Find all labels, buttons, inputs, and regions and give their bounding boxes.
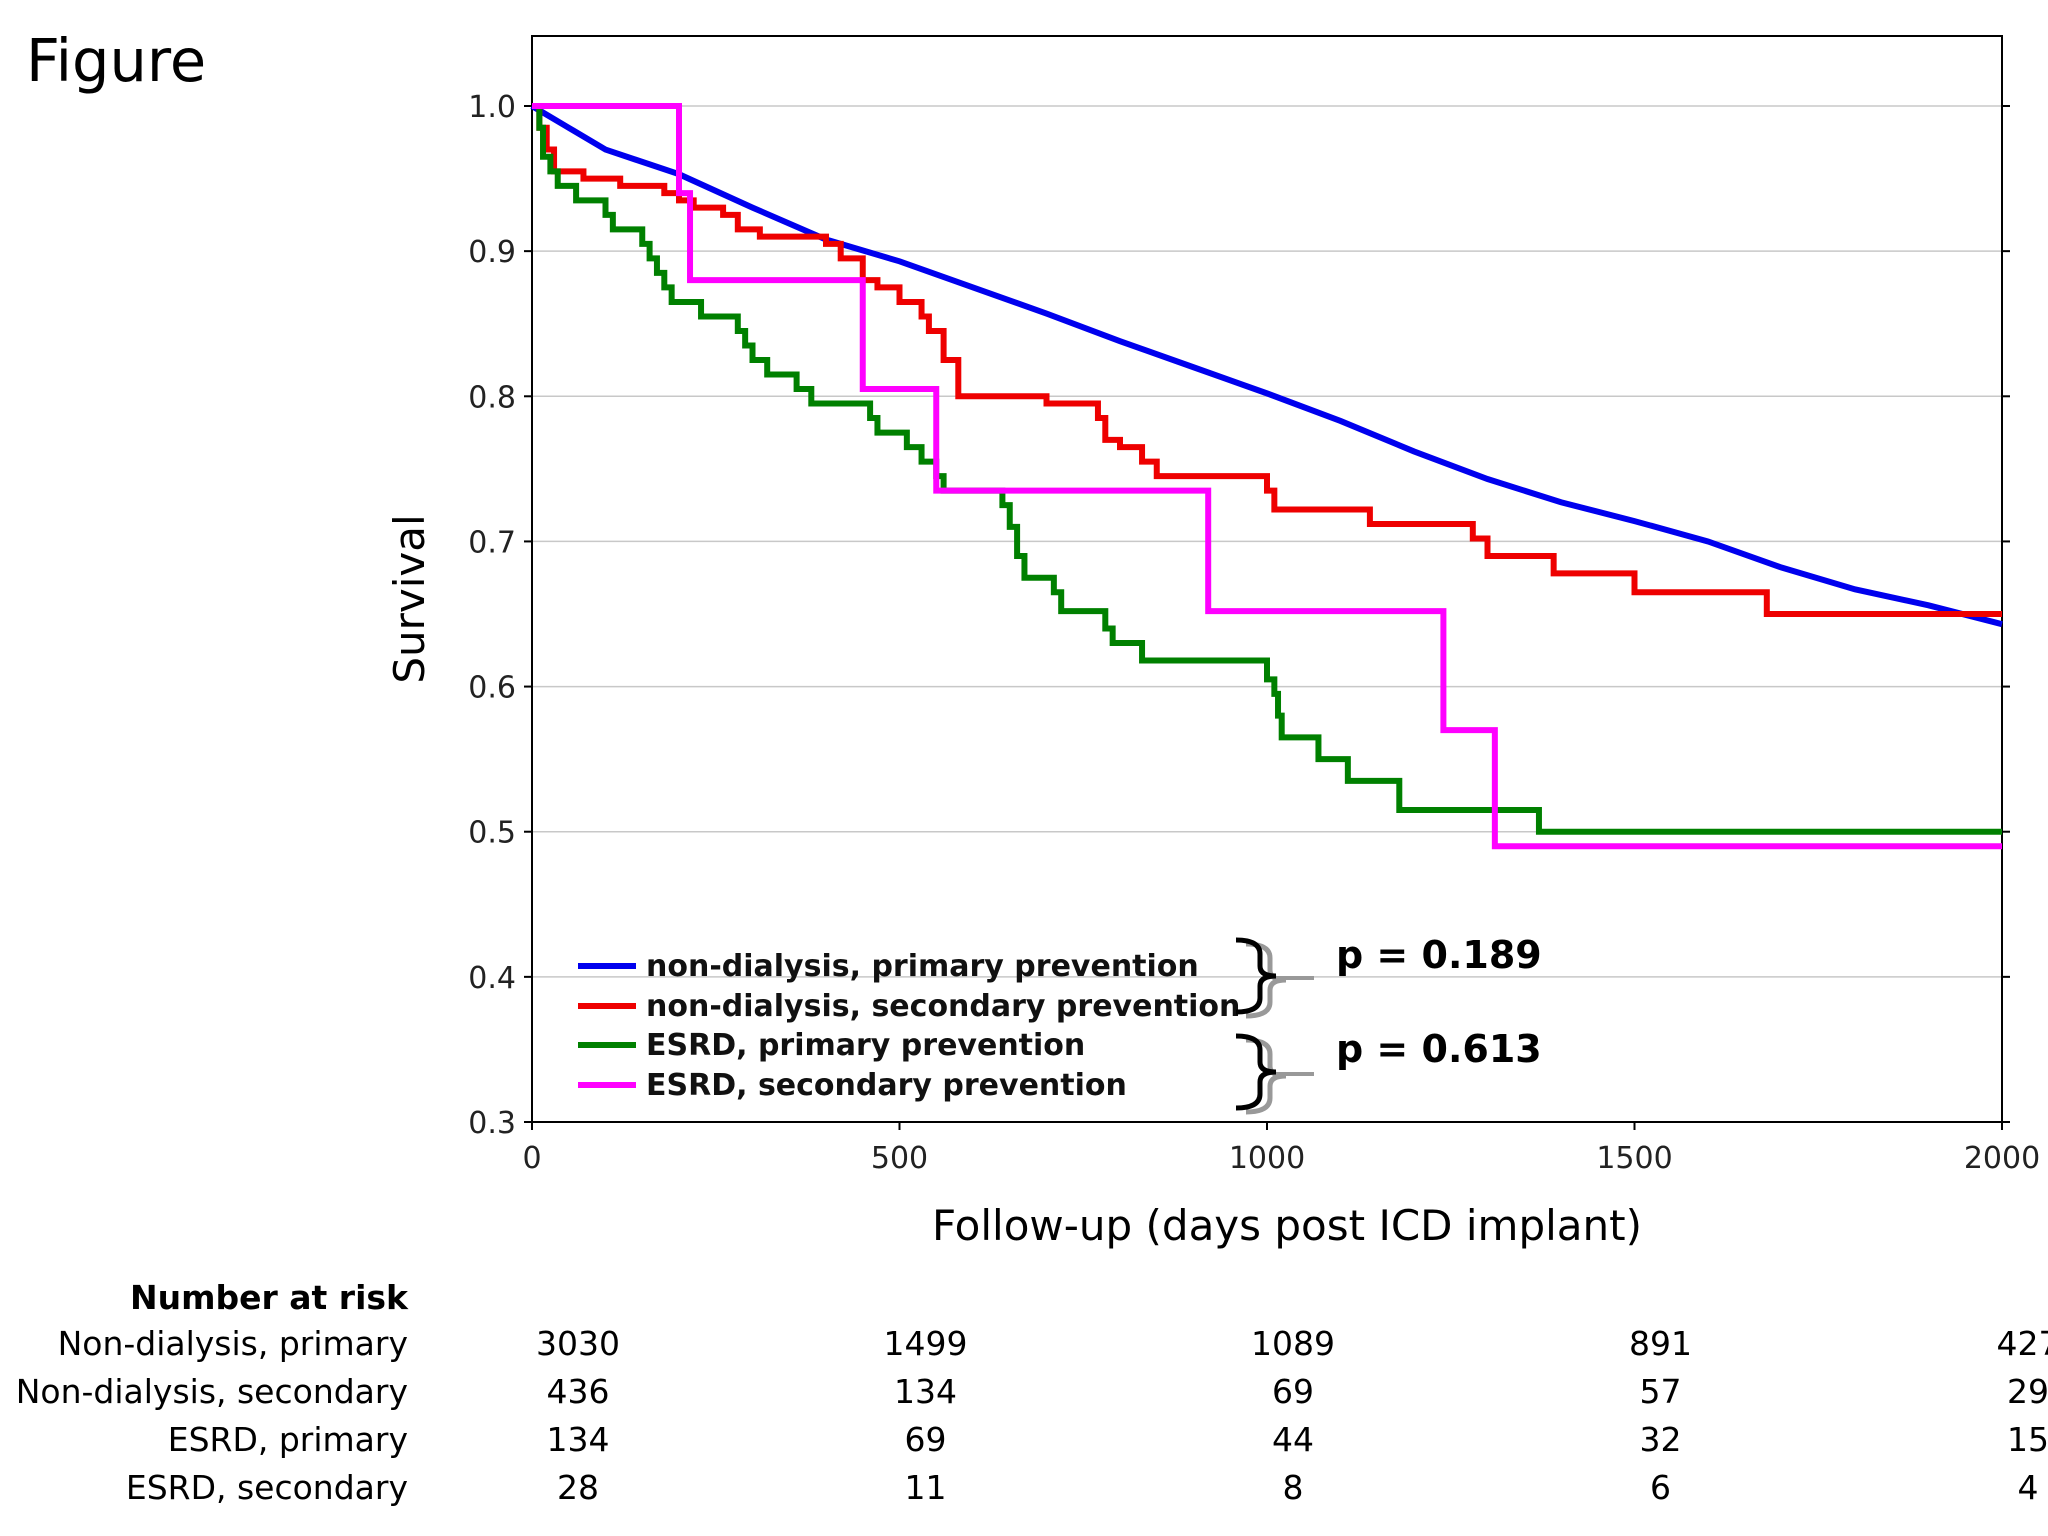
risk-table-title: Number at risk (130, 1278, 408, 1317)
risk-row: ESRD, primary 134 69 44 32 15 (0, 1420, 2048, 1468)
risk-row-label: Non-dialysis, primary (57, 1324, 408, 1363)
risk-cell: 44 (1272, 1420, 1314, 1459)
y-tick-label: 0.9 (468, 235, 516, 270)
figure-label: Figure (26, 26, 207, 95)
survival-chart: 0.3 0.4 0.5 0.6 0.7 0.8 0.9 1.0 0 500 1000 1500 2000… (385, 35, 2040, 1250)
risk-row-label: ESRD, secondary (125, 1468, 408, 1507)
p-value-2: p = 0.613 (1336, 1027, 1542, 1071)
legend-label-1: non-dialysis, primary prevention (646, 949, 1199, 984)
grid-lines (532, 105, 2002, 978)
risk-cell: 4 (2017, 1468, 2039, 1507)
y-axis-title: Survival (385, 514, 434, 683)
legend-label-3: ESRD, primary prevention (646, 1028, 1085, 1063)
risk-cell: 69 (1272, 1372, 1314, 1411)
risk-row-label: ESRD, primary (167, 1420, 408, 1459)
x-axis-title: Follow-up (days post ICD implant) (932, 1201, 1642, 1250)
annotations: p = 0.189 p = 0.613 (1235, 933, 1542, 1115)
x-tick-label: 1500 (1596, 1141, 1672, 1176)
series-lines (530, 103, 2003, 850)
x-tick-label: 2000 (1964, 1141, 2040, 1176)
x-tick-label: 500 (871, 1141, 928, 1176)
risk-cell: 3030 (536, 1324, 620, 1363)
x-tick-label: 0 (522, 1141, 541, 1176)
plot-frame (531, 35, 2003, 1123)
risk-cell: 8 (1282, 1468, 1304, 1507)
y-tick-label: 0.3 (468, 1106, 516, 1141)
x-tick-label: 1000 (1229, 1141, 1305, 1176)
y-tick-label: 0.8 (468, 380, 516, 415)
risk-row-label: Non-dialysis, secondary (15, 1372, 408, 1411)
risk-cell: 891 (1629, 1324, 1692, 1363)
number-at-risk-table: Number at risk Non-dialysis, primary 3030… (0, 1270, 2048, 1530)
series-line-2 (532, 103, 2002, 617)
risk-cell: 29 (2007, 1372, 2048, 1411)
risk-row: Non-dialysis, secondary 436 134 69 57 29 (0, 1372, 2048, 1420)
risk-row: ESRD, secondary 28 11 8 6 4 (0, 1468, 2048, 1516)
risk-cell: 1089 (1251, 1324, 1335, 1363)
series-line-3 (532, 103, 2002, 835)
risk-cell: 427 (1996, 1324, 2048, 1363)
risk-cell: 436 (546, 1372, 610, 1411)
legend-label-4: ESRD, secondary prevention (646, 1068, 1127, 1103)
risk-cell: 6 (1650, 1468, 1671, 1507)
p-value-1: p = 0.189 (1336, 933, 1542, 977)
risk-cell: 134 (894, 1372, 957, 1411)
y-tick-label: 0.7 (468, 525, 516, 560)
legend-label-2: non-dialysis, secondary prevention (646, 989, 1240, 1024)
legend: non-dialysis, primary prevention non-dial… (578, 949, 1240, 1103)
y-tick-label: 0.4 (468, 961, 516, 996)
risk-row: Non-dialysis, primary 3030 1499 1089 891 427 (0, 1324, 2048, 1372)
risk-cell: 57 (1639, 1372, 1682, 1411)
series-line-1 (530, 103, 2003, 628)
axes: 0.3 0.4 0.5 0.6 0.7 0.8 0.9 1.0 0 500 1000 1500 2000… (385, 35, 2040, 1250)
y-tick-label: 0.5 (468, 816, 516, 851)
risk-cell: 32 (1639, 1420, 1682, 1459)
series-line-4 (532, 103, 2002, 850)
risk-cell: 69 (904, 1420, 947, 1459)
y-tick-label: 0.6 (468, 671, 516, 706)
risk-cell: 11 (904, 1468, 947, 1507)
risk-cell: 1499 (883, 1324, 968, 1363)
risk-cell: 134 (546, 1420, 610, 1459)
y-tick-label: 1.0 (468, 90, 516, 125)
risk-cell: 28 (557, 1468, 599, 1507)
risk-cell: 15 (2007, 1420, 2048, 1459)
